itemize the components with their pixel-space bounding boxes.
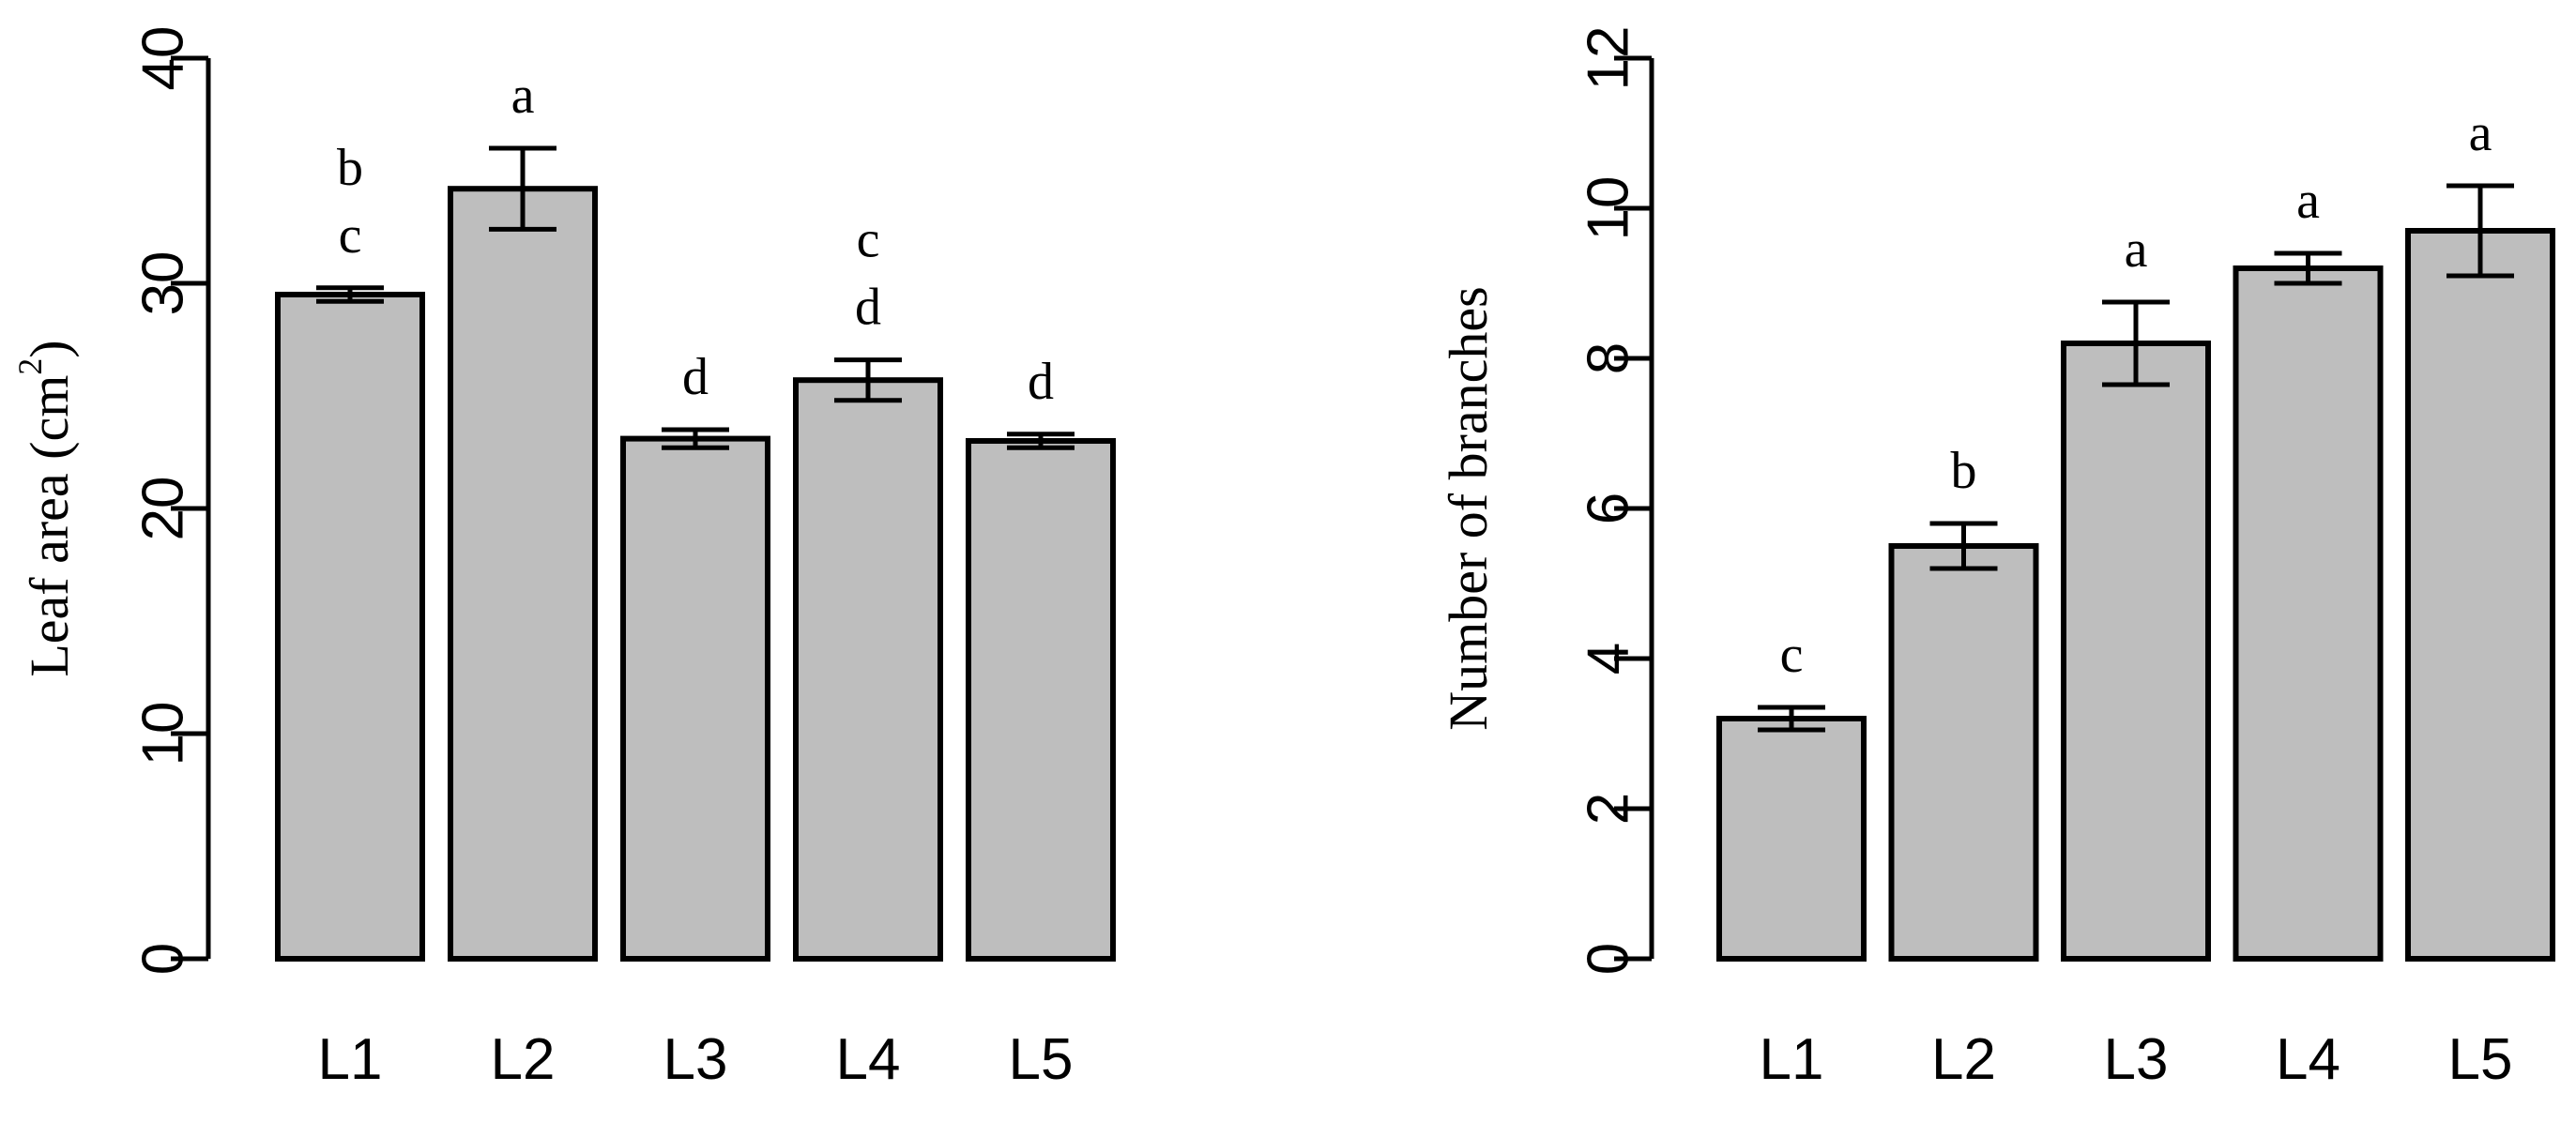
bar-l5 (966, 438, 1116, 962)
bar-l5 (2405, 228, 2555, 962)
y-tick-label: 0 (131, 943, 196, 975)
significance-letter: a (511, 67, 535, 125)
bar-l1 (275, 292, 425, 962)
y-tick-label: 2 (1577, 793, 1641, 825)
significance-letter: b (1951, 442, 1977, 500)
bar-l2 (448, 186, 598, 962)
y-tick-label: 4 (1577, 643, 1641, 675)
y-axis-title: Leaf area (cm2) (11, 340, 80, 676)
x-category-label: L3 (663, 1027, 728, 1092)
y-tick-label: 6 (1577, 493, 1641, 524)
significance-letter: d (1028, 353, 1054, 411)
bar-l3 (620, 435, 770, 963)
bar-l1 (1716, 716, 1867, 962)
bar-l2 (1888, 543, 2039, 962)
bar-l4 (793, 377, 943, 962)
significance-letter: c (1780, 626, 1804, 684)
y-tick-label: 30 (131, 251, 196, 316)
significance-letter: d (682, 348, 709, 406)
y-tick-label: 10 (1577, 176, 1641, 241)
significance-letter: c (339, 206, 362, 265)
significance-letter: d (855, 279, 881, 337)
x-category-label: L1 (318, 1027, 383, 1092)
significance-letter: c (857, 211, 880, 269)
bar-l4 (2233, 265, 2384, 962)
y-tick-label: 10 (131, 702, 196, 766)
y-axis-title-suffix: ) (19, 340, 80, 357)
y-tick-label: 12 (1577, 26, 1641, 91)
y-axis-title-superscript: 2 (11, 358, 49, 375)
y-tick-label: 8 (1577, 342, 1641, 374)
x-category-label: L1 (1760, 1027, 1824, 1092)
x-category-label: L3 (2104, 1027, 2169, 1092)
x-category-label: L4 (836, 1027, 901, 1092)
y-tick-label: 40 (131, 26, 196, 91)
significance-letter: a (2469, 104, 2492, 162)
x-category-label: L2 (1931, 1027, 1996, 1092)
y-tick-label: 20 (131, 477, 196, 541)
y-tick-label: 0 (1577, 943, 1641, 975)
bar-l3 (2061, 341, 2211, 962)
x-category-label: L2 (491, 1027, 556, 1092)
x-category-label: L5 (2448, 1027, 2513, 1092)
significance-letter: a (2125, 220, 2148, 279)
x-category-label: L4 (2276, 1027, 2340, 1092)
y-axis-title-text: Leaf area (cm (19, 375, 80, 677)
x-category-label: L5 (1009, 1027, 1074, 1092)
branches-chart: 0 2 4 6 8 10 12 Number of branches c L1 b L2 a L3 a L4 a… (1438, 26, 2555, 1092)
y-axis-title-text: Number of branches (1438, 286, 1499, 731)
y-axis-title: Number of branches (1438, 286, 1499, 731)
significance-letter: a (2296, 172, 2320, 230)
significance-letter: b (337, 139, 363, 197)
